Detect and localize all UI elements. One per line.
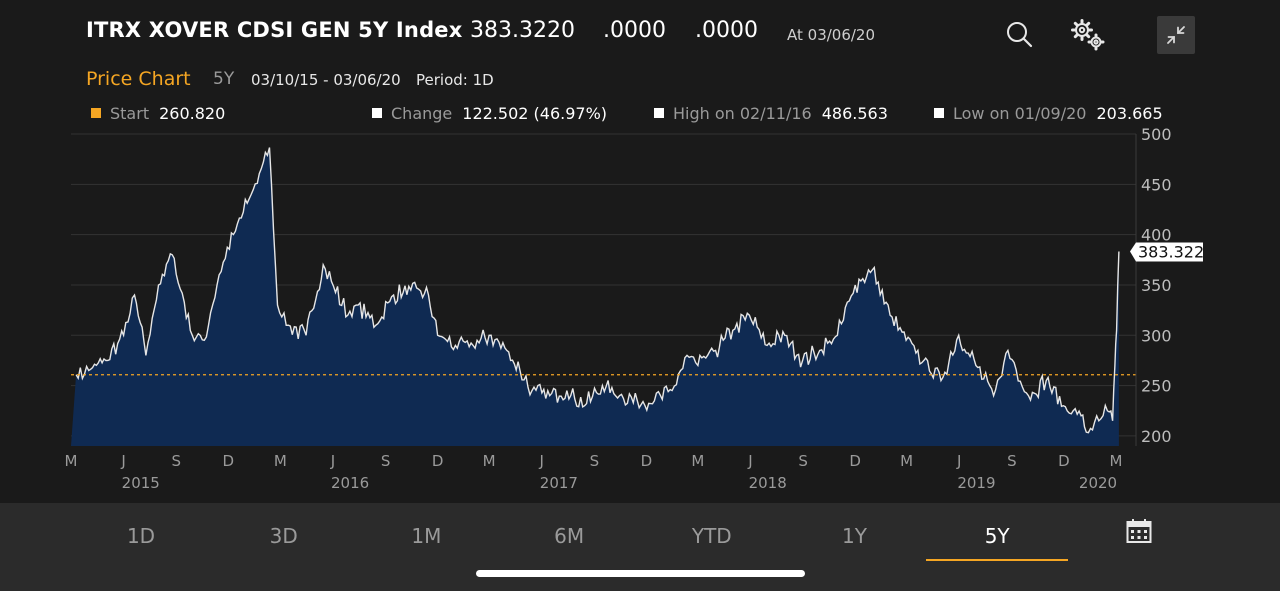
header: ITRX XOVER CDSI GEN 5Y Index 383.3220 .0… <box>0 0 1280 66</box>
x-tick-label: S <box>590 452 600 470</box>
date-range: 03/10/15 - 03/06/20 <box>251 71 401 89</box>
y-tick-label: 400 <box>1141 226 1172 245</box>
stat-high-label: High on 02/11/16 <box>673 104 812 123</box>
range-label: 5Y <box>213 69 235 89</box>
stat-change: Change 122.502 (46.97%) <box>372 104 607 123</box>
x-tick-label: S <box>1007 452 1017 470</box>
range-tab-bar: 1D 3D 1M 6M YTD 1Y 5Y <box>0 503 1280 591</box>
y-tick-label: 200 <box>1141 427 1172 446</box>
range-tab-5y[interactable]: 5Y <box>926 513 1069 561</box>
range-tab-1y[interactable]: 1Y <box>842 524 867 548</box>
x-tick-label: S <box>171 452 181 470</box>
stat-start-label: Start <box>110 104 150 123</box>
x-tick-label: J <box>539 452 544 470</box>
x-tick-label: M <box>274 452 287 470</box>
stat-low-label: Low on 01/09/20 <box>953 104 1087 123</box>
range-tab-3d[interactable]: 3D <box>269 524 298 548</box>
as-of-date: At 03/06/20 <box>787 26 876 44</box>
price-chart[interactable]: 200 250 300 350 400 450 500 383.322 M J S D M J S D M J S D… <box>0 128 1280 500</box>
x-tick-label: D <box>1058 452 1070 470</box>
x-tick-label: J <box>747 452 752 470</box>
range-tab-6m[interactable]: 6M <box>554 524 585 548</box>
chart-subheader: Price Chart 5Y 03/10/15 - 03/06/20 Perio… <box>0 68 1280 94</box>
net-change: .0000 <box>603 18 666 43</box>
price-area <box>71 147 1119 446</box>
x-year-label: 2018 <box>749 474 787 492</box>
x-tick-label: D <box>432 452 444 470</box>
y-tick-label: 450 <box>1141 175 1172 194</box>
last-price-label: 383.322 <box>1138 242 1204 261</box>
x-tick-label: D <box>223 452 235 470</box>
x-tick-label: S <box>381 452 391 470</box>
stats-bar: Start 260.820 Change 122.502 (46.97%) High… <box>0 104 1280 128</box>
settings-gear-icon[interactable] <box>1066 14 1106 54</box>
x-tick-label: S <box>798 452 808 470</box>
x-tick-label: J <box>956 452 961 470</box>
range-tab-1m[interactable]: 1M <box>411 524 442 548</box>
stat-high: High on 02/11/16 486.563 <box>654 104 888 123</box>
y-tick-label: 500 <box>1141 128 1172 144</box>
x-tick-label: M <box>65 452 78 470</box>
high-marker-icon <box>654 108 664 118</box>
change-marker-icon <box>372 108 382 118</box>
x-year-label: 2020 <box>1079 474 1117 492</box>
last-price-callout <box>1130 242 1203 262</box>
stat-change-label: Change <box>391 104 453 123</box>
x-tick-label: M <box>900 452 913 470</box>
x-tick-label: J <box>120 452 125 470</box>
stat-low-value: 203.665 <box>1096 104 1163 123</box>
x-tick-label: M <box>691 452 704 470</box>
range-tab-1d[interactable]: 1D <box>126 524 156 548</box>
stat-high-value: 486.563 <box>821 104 888 123</box>
x-tick-label: D <box>849 452 861 470</box>
low-marker-icon <box>934 108 944 118</box>
collapse-icon[interactable] <box>1157 16 1195 54</box>
y-tick-label: 300 <box>1141 326 1172 345</box>
start-marker-icon <box>91 108 101 118</box>
home-indicator <box>476 570 805 577</box>
price-line <box>75 147 1120 434</box>
stat-start-value: 260.820 <box>159 104 226 123</box>
y-tick-label: 350 <box>1141 276 1172 295</box>
y-tick-label: 250 <box>1141 377 1172 396</box>
stat-low: Low on 01/09/20 203.665 <box>934 104 1163 123</box>
stat-start: Start 260.820 <box>91 104 225 123</box>
period-label: Period: 1D <box>416 71 494 89</box>
x-year-label: 2019 <box>957 474 995 492</box>
range-tab-ytd[interactable]: YTD <box>691 524 732 548</box>
x-tick-label: M <box>1110 452 1123 470</box>
security-title: ITRX XOVER CDSI GEN 5Y Index <box>86 18 463 42</box>
percent-change: .0000 <box>695 18 758 43</box>
x-tick-label: J <box>330 452 335 470</box>
x-year-label: 2015 <box>122 474 160 492</box>
calendar-icon[interactable] <box>1126 518 1152 544</box>
x-tick-label: M <box>483 452 496 470</box>
chart-type-label[interactable]: Price Chart <box>86 68 191 90</box>
x-year-label: 2016 <box>331 474 369 492</box>
search-icon[interactable] <box>1000 14 1040 54</box>
x-year-label: 2017 <box>540 474 578 492</box>
last-price: 383.3220 <box>470 18 575 43</box>
stat-change-value: 122.502 (46.97%) <box>462 104 608 123</box>
x-tick-label: D <box>641 452 653 470</box>
